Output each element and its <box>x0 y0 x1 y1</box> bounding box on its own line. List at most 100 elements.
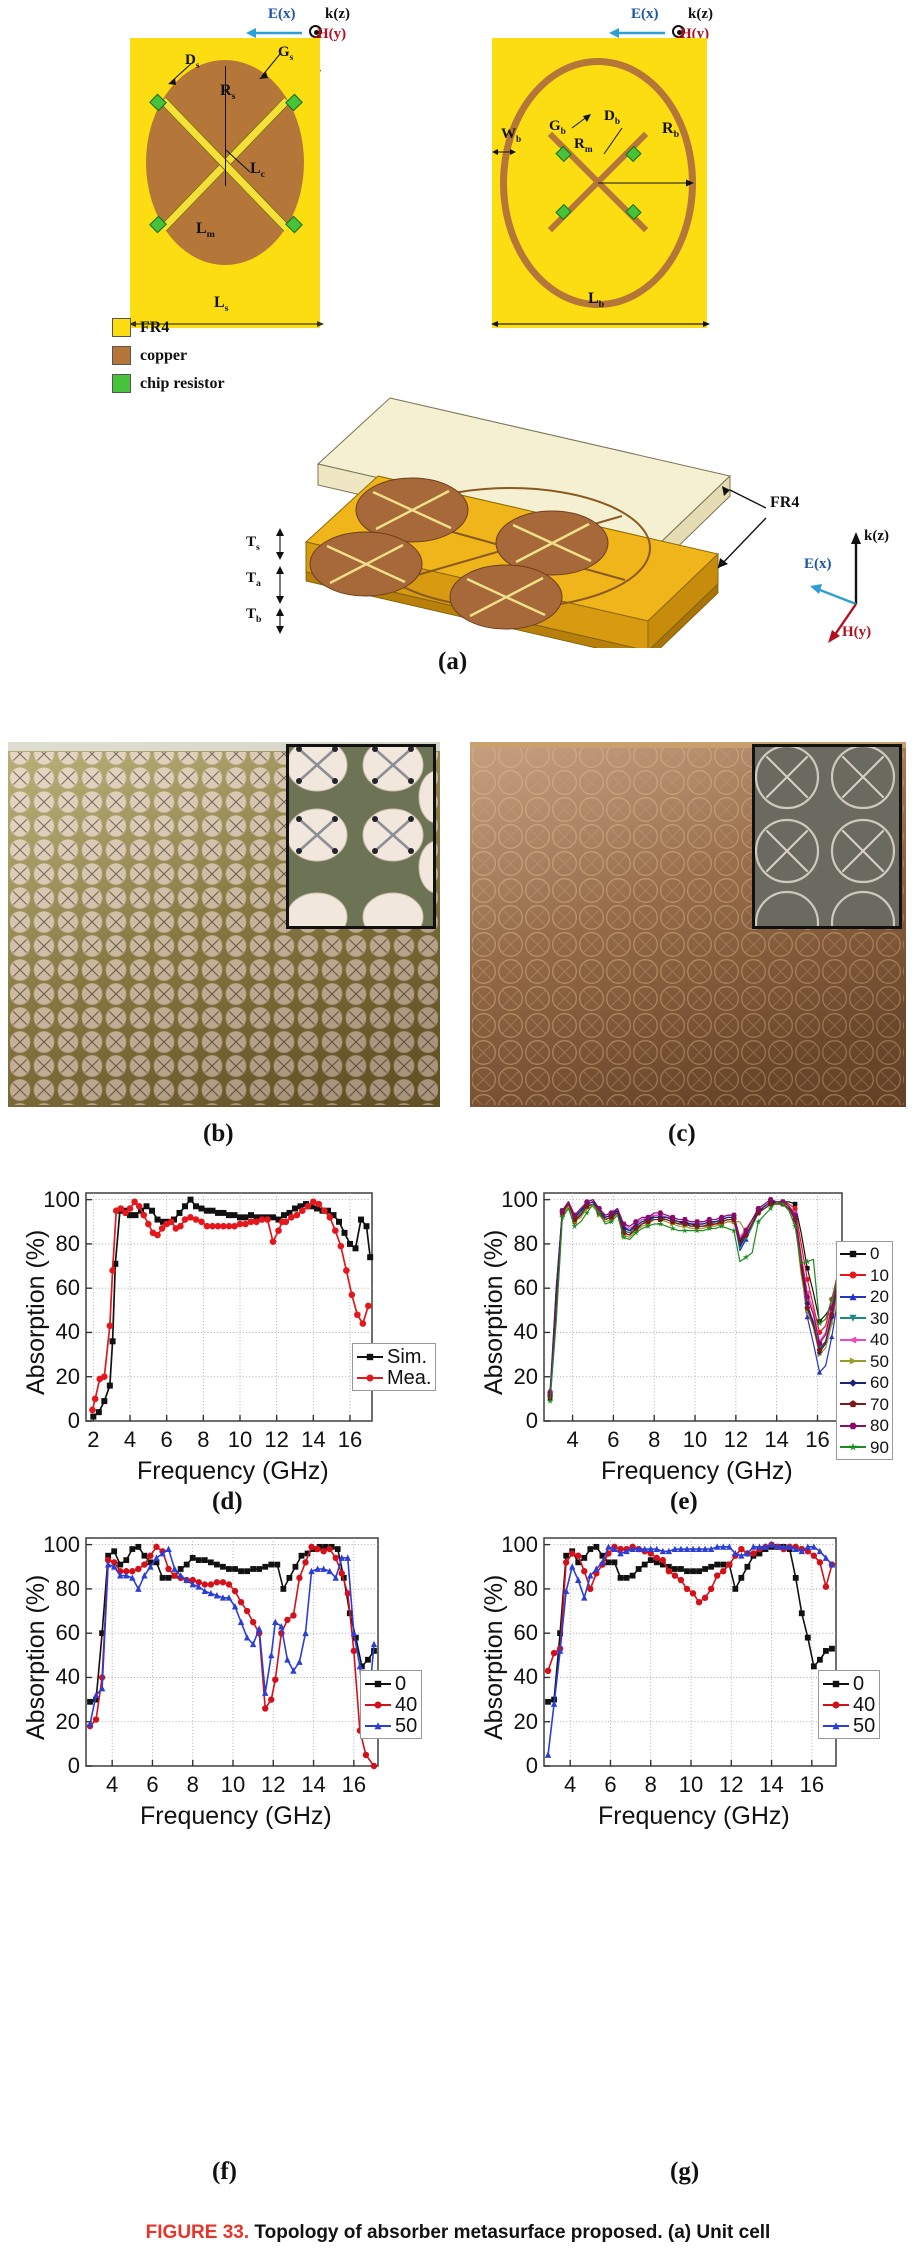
legend-label-chip-resistor: chip resistor <box>140 374 225 392</box>
plot-svg <box>85 1537 379 1770</box>
radius-rs-line <box>225 66 226 186</box>
y-axis-label: Absorption (%) <box>480 1229 508 1395</box>
legend-label: 0 <box>853 1672 865 1695</box>
y-tick-label: 80 <box>513 1230 538 1256</box>
legend-item[interactable]: 20 <box>840 1286 889 1308</box>
disc-group-4 <box>449 564 563 630</box>
legend-item[interactable]: 70 <box>840 1394 889 1416</box>
y-tick-label: 40 <box>55 1319 80 1345</box>
chart-legend[interactable]: 0 10 20 30 40 50 60 70 80 90 <box>836 1241 893 1460</box>
x-tick-label: 6 <box>146 1772 159 1797</box>
subcaption-a: (a) <box>438 648 468 675</box>
y-tick-label: 40 <box>513 1319 538 1345</box>
inset-closeup-cells-top <box>289 747 433 926</box>
legend-item[interactable]: Mea. <box>357 1367 431 1388</box>
x-axis-label: Frequency (GHz) <box>140 1802 332 1830</box>
label-Rs: Rs <box>220 82 236 103</box>
y-axis-label: Absorption (%) <box>22 1229 50 1395</box>
x-tick-label: 8 <box>648 1427 661 1452</box>
label-Lb: Lb <box>588 290 605 311</box>
legend-label: 80 <box>870 1416 889 1436</box>
fr4-callout-leaders <box>717 489 767 569</box>
triad-arrows-icon <box>810 532 861 643</box>
figure-caption: FIGURE 33. Topology of absorber metasurf… <box>0 2222 916 2244</box>
k-vector-label-3d: k(z) <box>864 528 889 544</box>
legend-item[interactable]: 50 <box>365 1715 417 1736</box>
swatch-fr4 <box>112 318 131 337</box>
x-tick-label: 16 <box>337 1427 363 1452</box>
y-tick-label: 20 <box>55 1363 80 1389</box>
legend-item[interactable]: 0 <box>840 1243 889 1265</box>
figure-caption-text: Topology of absorber metasurface propose… <box>254 2222 771 2243</box>
legend-label: 30 <box>870 1308 889 1328</box>
legend-item[interactable]: 40 <box>365 1694 417 1715</box>
y-tick-label: 0 <box>525 1753 538 1778</box>
dimension-arrow-Rb-icon <box>598 179 694 187</box>
label-Gs: Gs <box>278 44 294 63</box>
label-Db: Db <box>604 108 621 127</box>
x-tick-label: 4 <box>566 1427 579 1452</box>
legend-row-chip-resistor: chip resistor <box>112 374 225 393</box>
panel-a: E(x) k(z) H(y) E(x) k(z) H(y) <box>0 0 916 690</box>
x-tick-label: 14 <box>301 1427 326 1452</box>
legend-item[interactable]: 50 <box>823 1715 875 1736</box>
legend-label: 50 <box>853 1714 876 1737</box>
x-tick-label: 12 <box>261 1772 286 1797</box>
y-tick-label: 60 <box>513 1620 538 1646</box>
h-field-label: H(y) <box>317 26 347 42</box>
y-tick-label: 100 <box>43 1531 80 1557</box>
label-Ta: Ta <box>246 570 261 589</box>
legend-item[interactable]: 10 <box>840 1265 889 1287</box>
y-tick-label: 80 <box>55 1575 80 1601</box>
legend-item[interactable]: 90 <box>840 1437 889 1459</box>
legend-label: 0 <box>395 1672 407 1695</box>
legend-item[interactable]: 0 <box>365 1673 417 1694</box>
y-tick-label: 100 <box>501 1531 538 1557</box>
swatch-chip-resistor <box>112 374 131 393</box>
x-tick-label: 2 <box>87 1427 100 1452</box>
figure-number: FIGURE 33. <box>145 2222 250 2243</box>
chart-legend[interactable]: 0 40 50 <box>818 1670 881 1739</box>
x-tick-label: 6 <box>160 1427 173 1452</box>
series-90 <box>546 1200 839 1404</box>
y-tick-label: 40 <box>513 1664 538 1690</box>
y-tick-label: 60 <box>513 1275 538 1301</box>
legend-label: 50 <box>870 1351 889 1371</box>
series-50 <box>86 1545 378 1738</box>
legend-item[interactable]: 80 <box>840 1415 889 1437</box>
legend-item[interactable]: 0 <box>823 1673 875 1694</box>
legend-item[interactable]: Sim. <box>357 1346 431 1367</box>
panel-b-inset-closeup <box>286 744 436 929</box>
series-50 <box>544 1541 836 1758</box>
y-tick-label: 60 <box>55 1620 80 1646</box>
chart-legend[interactable]: 0 40 50 <box>360 1670 423 1739</box>
legend-item[interactable]: 50 <box>840 1351 889 1373</box>
chart-legend[interactable]: Sim. Mea. <box>352 1343 437 1391</box>
legend-label: 0 <box>870 1244 880 1264</box>
legend-item[interactable]: 40 <box>840 1329 889 1351</box>
legend-item[interactable]: 60 <box>840 1372 889 1394</box>
label-Rm: Rm <box>574 136 593 155</box>
legend-item[interactable]: 40 <box>823 1694 875 1715</box>
leader-Ds-icon <box>168 61 194 85</box>
x-tick-label: 10 <box>682 1427 708 1452</box>
leader-Gb-icon <box>571 114 591 129</box>
chart-g: 0 20 40 60 80 100 4 6 8 10 12 14 16 Absorption (%) Fre… <box>458 1520 916 1840</box>
x-tick-label: 12 <box>264 1427 289 1452</box>
dimension-arrow-Wb-icon <box>492 149 516 155</box>
label-Tb: Tb <box>246 606 262 625</box>
series-80 <box>547 1197 839 1395</box>
legend-label: Mea. <box>387 1366 432 1389</box>
inset-closeup-cells-bottom <box>755 747 899 926</box>
legend-item[interactable]: 30 <box>840 1308 889 1330</box>
legend-label: 50 <box>395 1714 418 1737</box>
y-tick-label: 20 <box>55 1708 80 1734</box>
bottom-layer-unit-cell <box>492 38 707 328</box>
plot-svg <box>85 1192 374 1422</box>
legend-label-fr4: FR4 <box>140 318 170 336</box>
e-field-arrow-icon-2 <box>609 28 665 38</box>
y-tick-label: 60 <box>55 1275 80 1301</box>
x-tick-label: 16 <box>341 1772 367 1797</box>
y-tick-label: 100 <box>501 1186 538 1212</box>
